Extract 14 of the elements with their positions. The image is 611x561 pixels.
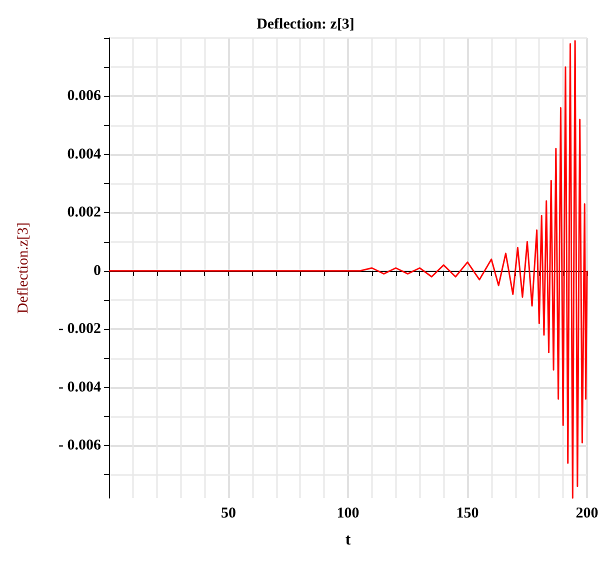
y-tick-label: - 0.002 bbox=[58, 321, 101, 338]
x-tick-label: 200 bbox=[576, 506, 598, 522]
chart-title: Deflection: z[3] bbox=[256, 16, 354, 32]
y-tick-label: - 0.006 bbox=[58, 438, 102, 454]
x-tick-label: 150 bbox=[456, 506, 479, 522]
y-axis-title: Deflection.z[3] bbox=[16, 222, 32, 314]
x-tick-label: 50 bbox=[221, 506, 236, 522]
y-tick-label: 0.002 bbox=[67, 204, 101, 221]
y-tick-label: 0 bbox=[94, 262, 101, 279]
y-tick-label: 0.004 bbox=[67, 146, 102, 162]
x-tick-label: 100 bbox=[336, 506, 360, 522]
y-tick-label: 0.006 bbox=[67, 88, 102, 104]
x-axis-title: t bbox=[345, 532, 352, 548]
y-tick-label: - 0.004 bbox=[58, 379, 102, 396]
